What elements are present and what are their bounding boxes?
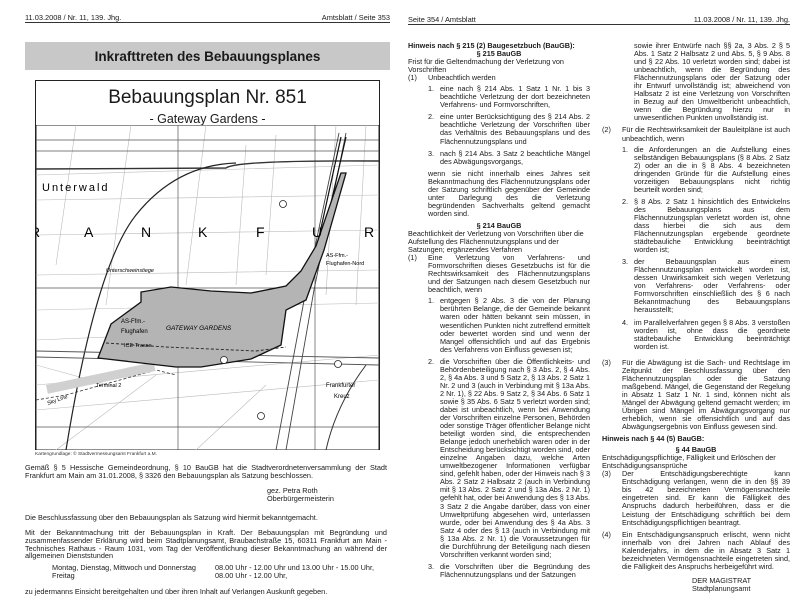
- list-item: 3. der Bebauungsplan aus einem Flächennut…: [622, 257, 790, 315]
- s214-para-1: (1) Eine Verletzung von Verfahrens- und …: [408, 253, 590, 579]
- continuation-text: sowie ihrer Entwürfe nach §§ 2a, 3 Abs. …: [634, 41, 790, 123]
- label-kreuz-2: Kreuz: [334, 394, 350, 400]
- hinweis-215-heading: Hinweis nach § 215 (2) Baugesetzbuch (Ba…: [408, 41, 575, 50]
- svg-text:A: A: [84, 224, 94, 240]
- list-item: 2. eine unter Berücksichtigung des § 214 …: [428, 112, 590, 146]
- right-header-date: 11.03.2008 / Nr. 11, 139. Jhg.: [693, 15, 790, 24]
- column-1: Hinweis nach § 215 (2) Baugesetzbuch (Ba…: [408, 41, 590, 587]
- route-marker-icon: [220, 356, 228, 364]
- list-item: 1. die Anforderungen an die Aufstellung e…: [622, 144, 790, 194]
- map-skyline-track: [36, 369, 177, 401]
- left-header-date: 11.03.2008 / Nr. 11, 139. Jhg.: [25, 13, 122, 22]
- svg-text:R: R: [364, 224, 374, 240]
- s214-subtitle: Beachtlichkeit der Verletzung von Vorsch…: [408, 228, 584, 255]
- resolution-paragraph: Gemäß § 5 Hessische Gemeindeordnung, § 1…: [25, 463, 387, 480]
- signature-line: gez. Petra Roth: [267, 486, 318, 495]
- enforcement-paragraph: Mit der Bekanntmachung tritt der Bebauun…: [25, 528, 387, 561]
- column-2: sowie ihrer Entwürfe nach §§ 2a, 3 Abs. …: [602, 41, 790, 593]
- label-frankfurt: R A N K F U R: [36, 224, 374, 240]
- s214-title: § 214 BauGB: [476, 220, 522, 230]
- list-item: 4. im Parallelverfahren gegen § 8 Abs. 3 …: [622, 317, 790, 351]
- label-unterwald: Unterwald: [42, 182, 110, 194]
- list-item: 1. eine nach § 214 Abs. 1 Satz 1 Nr. 1 bi…: [428, 84, 590, 110]
- map-road-curve: [65, 162, 237, 450]
- label-as-1: AS-Ffm.-: [121, 319, 145, 325]
- label-terminal-2: Terminal 2: [96, 383, 121, 389]
- list-item: 3. die Vorschriften über die Begründung d…: [428, 561, 590, 579]
- s44-para-3: (3) Der Entschädigungsberechtigte kann En…: [602, 469, 790, 527]
- svg-text:R: R: [36, 224, 40, 240]
- map-forest-paths: [36, 125, 379, 450]
- left-header-rule: [25, 22, 390, 23]
- s215-subtitle: Frist für die Geltendmachung der Verletz…: [408, 57, 564, 75]
- map-terminal-area: [46, 362, 156, 394]
- plan-figure: Bebauungsplan Nr. 851 - Gateway Gardens …: [35, 80, 380, 450]
- s215-para-1: (1) Unbeachtlich werden 1. eine nach § 21…: [408, 73, 590, 218]
- map-frame: [36, 125, 379, 450]
- label-gateway-gardens: GATEWAY GARDENS: [166, 325, 232, 332]
- left-header-page: Amtsblatt / Seite 353: [321, 13, 390, 22]
- svg-text:F: F: [256, 224, 265, 240]
- announcement-paragraph: Die Beschlussfassung über den Bebauungsp…: [25, 513, 318, 522]
- label-unterschweinstiege: Unterschweinstiege: [106, 268, 154, 274]
- route-marker-icon: [279, 200, 287, 208]
- closing-paragraph: zu jedermanns Einsicht bereitgehalten un…: [25, 587, 328, 596]
- route-marker-icon: [257, 412, 265, 420]
- site-map: Unterwald R A N K F U R Unterschweinstie…: [36, 125, 379, 450]
- s44-title: § 44 BauGB: [675, 445, 717, 455]
- s215-tail: wenn sie nicht innerhalb eines Jahres se…: [428, 168, 590, 218]
- hinweis-44-heading: Hinweis nach § 44 (5) BauGB:: [602, 434, 705, 444]
- svg-text:U: U: [312, 224, 322, 240]
- map-road-se: [325, 364, 367, 450]
- svg-text:K: K: [198, 224, 208, 240]
- svg-text:N: N: [141, 224, 151, 240]
- list-item: 1. entgegen § 2 Abs. 3 die von der Planun…: [428, 296, 590, 354]
- office-hours: Montag, Dienstag, Mittwoch und Donnersta…: [52, 564, 387, 580]
- plan-subtitle: - Gateway Gardens -: [149, 112, 266, 126]
- label-as-2: Flughafen: [121, 329, 148, 335]
- signature-title: Oberbürgermeisterin: [267, 493, 334, 503]
- right-header-rule: [408, 24, 790, 25]
- label-as-nord-2: Flughafen-Nord: [326, 261, 364, 267]
- s215-title: § 215 BauGB: [476, 49, 522, 59]
- s214-para-2: (2) Für die Rechtswirksamkeit der Baulei…: [602, 125, 790, 351]
- plan-area-polygon: [97, 172, 347, 368]
- list-item: 2. § 8 Abs. 2 Satz 1 hinsichtlich des Ent…: [622, 196, 790, 255]
- label-kreuz-1: Frankfurter: [326, 383, 355, 389]
- label-as-nord-1: AS-Ffm.-: [326, 253, 348, 259]
- s214-para-3: (3) Für die Abwägung ist die Sach- und Re…: [602, 357, 790, 432]
- s44-para-4: (4) Ein Entschädigungsanspruch erlischt, …: [602, 529, 790, 571]
- mayor-signature: gez. Petra Roth Oberbürgermeisterin: [267, 487, 334, 503]
- route-marker-icon: [334, 360, 342, 368]
- map-ice-track: [105, 342, 287, 352]
- plan-title: Bebauungsplan Nr. 851: [108, 87, 307, 108]
- list-item: 2. die Vorschriften über die Öffentlichke…: [428, 356, 590, 559]
- list-item: 3. nach § 214 Abs. 3 Satz 2 beachtliche M…: [428, 148, 590, 166]
- hours-row: Freitag 08.00 Uhr - 12.00 Uhr,: [52, 570, 288, 580]
- map-road-north: [36, 160, 379, 170]
- map-caption: Kartengrundlage: © Stadtvermessungsamt F…: [35, 452, 157, 457]
- section-title: Inkrafttreten des Bebauungsplanes: [25, 42, 390, 70]
- label-ice-trasse: ICE-Trasse: [124, 343, 152, 349]
- right-header-page: Seite 354 / Amtsblatt: [408, 15, 476, 24]
- hours-row: Montag, Dienstag, Mittwoch und Donnersta…: [52, 563, 375, 572]
- magistrat-signature: DER MAGISTRAT Stadtplanungsamt: [692, 575, 752, 593]
- s44-subtitle: Entschädigungspflichtige, Fälligkeit und…: [602, 453, 776, 471]
